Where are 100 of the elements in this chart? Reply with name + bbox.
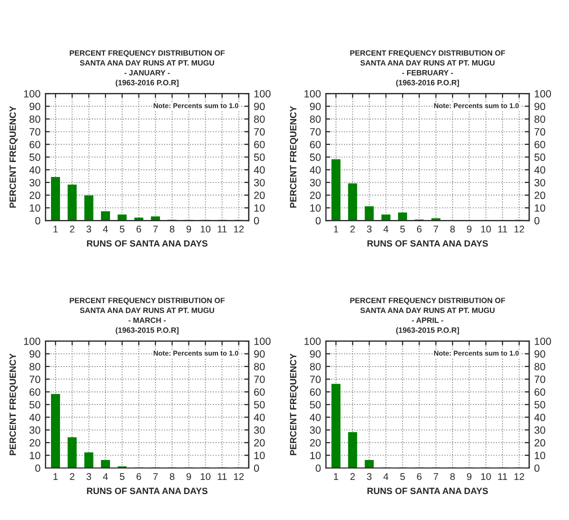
x-tick-label: 6 — [417, 226, 422, 233]
x-tick-label: 7 — [434, 473, 438, 480]
y2-tick-label: 20 — [534, 192, 546, 200]
x-tick-label: 3 — [366, 226, 372, 233]
y-tick-label: 0 — [316, 217, 321, 224]
x-tick-label: 6 — [136, 226, 142, 233]
y-tick-label: 20 — [30, 192, 40, 200]
x-tick-label: 1 — [54, 226, 58, 232]
x-tick-label: 10 — [200, 473, 210, 480]
y-tick-label: 100 — [304, 338, 321, 345]
y2-tick-label: 60 — [254, 140, 265, 148]
y-tick-label: 70 — [30, 128, 40, 136]
y-tick-label: 10 — [310, 204, 321, 212]
y-tick-label: 100 — [24, 90, 40, 98]
x-tick-label: 9 — [466, 473, 472, 480]
y-tick-label: 40 — [310, 414, 321, 422]
y-tick-label: 10 — [30, 204, 40, 212]
y-tick-label: 90 — [310, 350, 321, 358]
y-tick-label: 90 — [30, 350, 40, 358]
y2-tick-label: 10 — [534, 452, 546, 460]
y2-tick-label: 0 — [254, 464, 259, 472]
y-tick-label: 90 — [30, 102, 40, 110]
x-tick-label: 2 — [70, 473, 74, 480]
y2-tick-label: 80 — [254, 362, 265, 370]
x-tick-label: 7 — [153, 473, 158, 480]
y2-tick-label: 50 — [254, 154, 265, 161]
y2-tick-label: 0 — [534, 217, 540, 224]
x-tick-label: 4 — [383, 473, 388, 480]
y-tick-label: 70 — [310, 376, 321, 384]
y2-tick-label: 70 — [254, 128, 265, 136]
x-axis-title: RUNS OF SANTA ANA DAYS — [367, 488, 488, 494]
y-tick-label: 0 — [316, 464, 321, 472]
y2-tick-label: 50 — [534, 401, 546, 408]
y2-tick-label: 70 — [534, 376, 546, 384]
y2-tick-label: 40 — [534, 414, 546, 422]
y2-tick-label: 50 — [534, 154, 546, 161]
y-tick-label: 10 — [30, 452, 40, 460]
x-tick-label: 9 — [186, 226, 192, 233]
x-tick-label: 8 — [450, 473, 455, 480]
x-tick-label: 1 — [334, 226, 338, 232]
y2-tick-label: 80 — [254, 115, 265, 123]
y-tick-label: 40 — [29, 166, 40, 174]
y-tick-label: 50 — [29, 401, 40, 408]
y-tick-label: 30 — [29, 178, 40, 186]
y2-tick-label: 60 — [534, 388, 546, 396]
y2-tick-label: 90 — [254, 350, 265, 358]
y2-tick-label: 60 — [254, 388, 265, 396]
x-tick-label: 12 — [234, 226, 244, 232]
y2-tick-label: 20 — [254, 192, 265, 200]
y-tick-label: 50 — [310, 154, 321, 161]
x-axis-title: RUNS OF SANTA ANA DAYS — [87, 488, 208, 494]
x-tick-label: 8 — [450, 226, 455, 233]
y-tick-label: 50 — [310, 401, 321, 408]
x-tick-label: 12 — [514, 473, 524, 480]
y2-tick-label: 80 — [534, 362, 546, 370]
y2-tick-label: 50 — [254, 401, 265, 408]
y-tick-label: 100 — [304, 90, 321, 98]
y2-tick-label: 70 — [254, 376, 265, 384]
x-tick-label: 3 — [86, 473, 92, 480]
y2-tick-label: 30 — [254, 178, 265, 186]
x-tick-label: 8 — [170, 226, 174, 233]
y-tick-label: 70 — [310, 128, 321, 136]
x-tick-label: 2 — [350, 473, 355, 480]
x-tick-label: 4 — [383, 226, 388, 232]
y2-tick-label: 10 — [254, 204, 265, 212]
x-tick-label: 5 — [120, 226, 124, 233]
y2-tick-label: 90 — [534, 350, 546, 358]
y-tick-label: 100 — [24, 338, 40, 345]
y-tick-label: 20 — [310, 439, 321, 446]
x-axis-title: RUNS OF SANTA ANA DAYS — [367, 240, 488, 247]
x-tick-label: 11 — [218, 473, 227, 480]
y2-tick-label: 40 — [534, 166, 546, 174]
y-tick-label: 20 — [310, 192, 321, 200]
y2-tick-label: 20 — [534, 439, 546, 446]
x-tick-label: 3 — [86, 226, 92, 233]
x-tick-label: 8 — [170, 473, 174, 480]
y-tick-label: 30 — [310, 178, 321, 186]
y-tick-label: 30 — [310, 426, 321, 434]
x-tick-label: 11 — [498, 473, 508, 480]
y-tick-label: 60 — [30, 140, 40, 148]
x-tick-label: 10 — [481, 473, 491, 480]
y-tick-label: 60 — [30, 388, 40, 396]
y-tick-label: 80 — [310, 115, 321, 123]
y-axis-title: PERCENT FREQUENCY — [290, 106, 298, 208]
y2-tick-label: 30 — [534, 426, 546, 434]
y-tick-label: 80 — [30, 362, 40, 370]
y2-tick-label: 70 — [534, 128, 546, 136]
y-tick-label: 0 — [35, 464, 40, 472]
y2-tick-label: 0 — [254, 217, 259, 224]
x-tick-label: 2 — [70, 226, 74, 232]
y2-tick-label: 0 — [534, 464, 540, 472]
y2-tick-label: 90 — [534, 102, 546, 110]
y-tick-label: 20 — [30, 439, 40, 446]
y-tick-label: 80 — [30, 115, 40, 123]
y2-tick-label: 100 — [254, 90, 271, 98]
y2-tick-label: 90 — [254, 102, 265, 110]
x-axis-title: RUNS OF SANTA ANA DAYS — [87, 240, 208, 247]
y2-tick-label: 40 — [254, 166, 265, 174]
x-tick-label: 3 — [366, 473, 372, 480]
y2-tick-label: 100 — [534, 90, 552, 98]
